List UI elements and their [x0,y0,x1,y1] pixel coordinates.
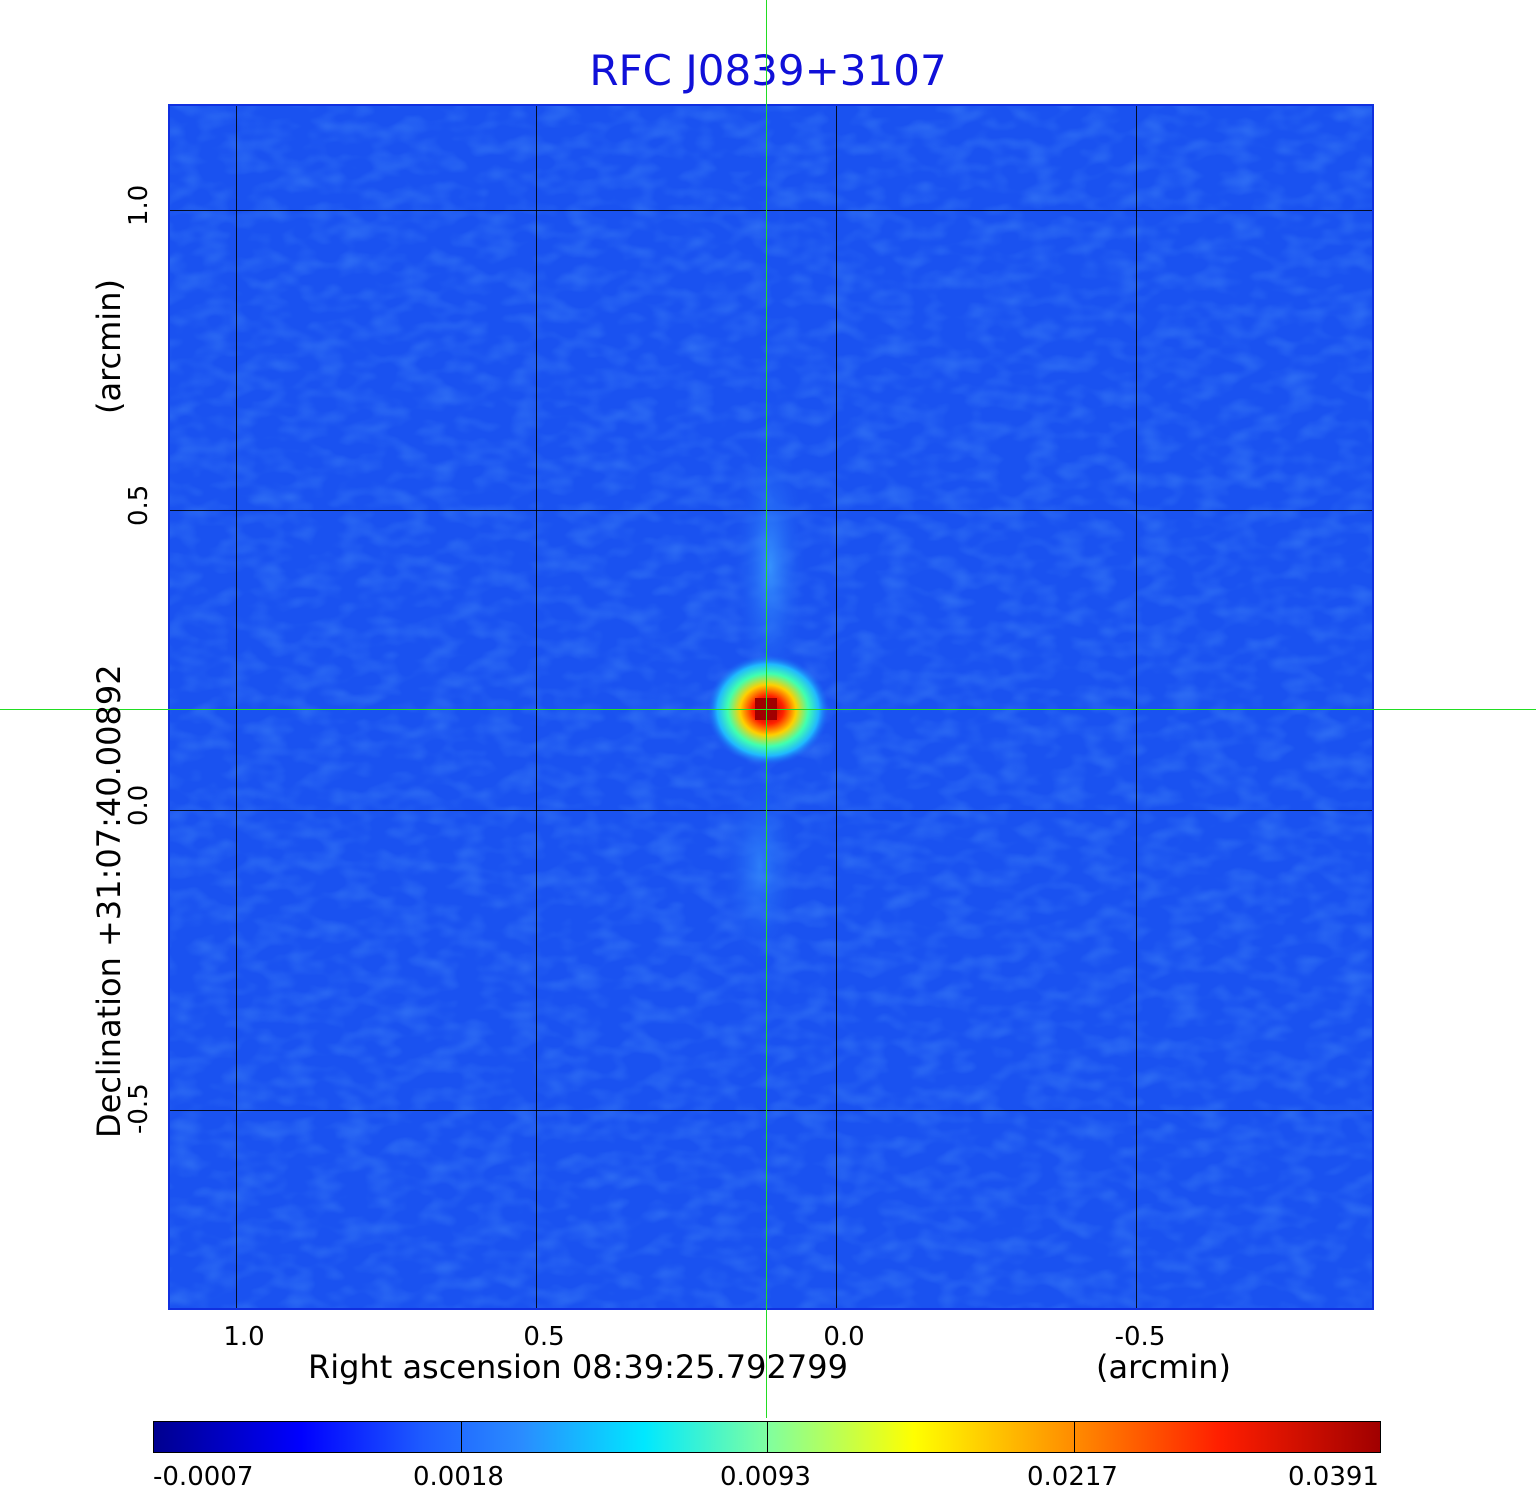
crosshair-horizontal [0,709,1536,710]
x-tick-label: 0.5 [523,1322,565,1352]
grid-line [836,106,837,1308]
y-axis-unit: (arcmin) [90,279,128,414]
grid-line [170,1110,1372,1111]
y-axis-label: Declination +31:07:40.00892 [90,664,128,1138]
y-tick-label: 0.5 [124,484,154,526]
grid-line [1136,106,1137,1308]
colorbar-tick [767,1421,768,1453]
radio-map-image[interactable] [168,104,1374,1310]
image-title: RFC J0839+3107 [589,46,947,95]
x-tick-label: -0.5 [1114,1322,1166,1352]
colorbar-tick [1074,1421,1075,1453]
x-axis-unit: (arcmin) [1096,1348,1231,1386]
grid-line [170,510,1372,511]
grid-line [536,106,537,1308]
grid-line [236,106,237,1308]
x-axis-label: Right ascension 08:39:25.792799 [308,1348,848,1386]
grid-line [170,810,1372,811]
intensity-map [170,106,1372,1308]
x-tick-label: 0.0 [823,1322,865,1352]
grid-line [170,210,1372,211]
colorbar-tick-label: 0.0018 [413,1462,504,1492]
colorbar-tick-label: 0.0391 [1288,1462,1379,1492]
colorbar-tick [461,1421,462,1453]
y-tick-label: 0.0 [124,784,154,826]
colorbar-tick-label: 0.0217 [1027,1462,1118,1492]
colorbar-tick-label: -0.0007 [153,1462,254,1492]
colorbar-tick-label: 0.0093 [720,1462,811,1492]
x-tick-label: 1.0 [223,1322,265,1352]
y-tick-label: -0.5 [124,1083,154,1134]
y-tick-label: 1.0 [124,184,154,226]
